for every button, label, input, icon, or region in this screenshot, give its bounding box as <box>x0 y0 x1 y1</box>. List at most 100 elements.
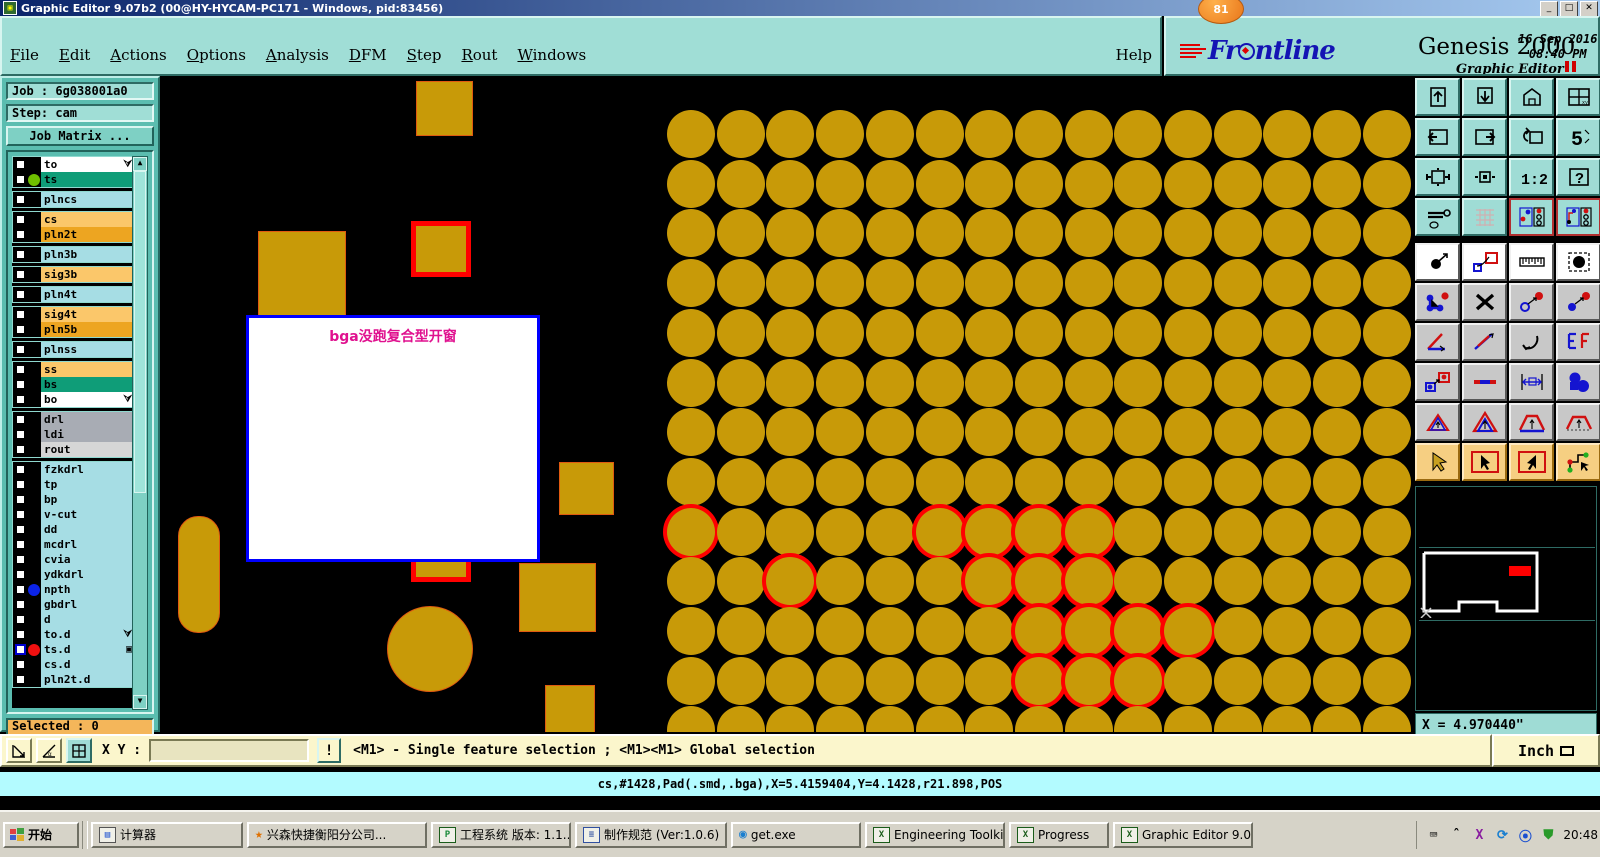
bga-pad[interactable] <box>1313 507 1362 556</box>
canvas-pad-rect[interactable] <box>559 462 614 515</box>
layer-row-cvia[interactable]: cvia <box>13 552 135 567</box>
layer-row-ts.d[interactable]: ts.d ▣ <box>13 642 135 657</box>
bga-pad[interactable] <box>915 607 964 655</box>
bga-pad[interactable] <box>1014 159 1063 208</box>
bga-pad[interactable] <box>1313 408 1362 457</box>
bga-pad[interactable] <box>1263 607 1312 655</box>
board-preview[interactable] <box>1415 486 1597 711</box>
bga-pad[interactable] <box>915 706 964 732</box>
layer-scrollbar[interactable]: ▲ ▼ <box>132 156 148 710</box>
bga-pad[interactable] <box>1064 557 1113 606</box>
layer-name-fzkdrl[interactable]: fzkdrl <box>41 462 135 477</box>
bga-pad[interactable] <box>965 159 1014 208</box>
bluetooth-icon[interactable]: ⦿ <box>1518 829 1532 845</box>
layer-name-rout[interactable]: rout <box>41 442 135 457</box>
bga-pad[interactable] <box>766 507 815 556</box>
bga-pad[interactable] <box>1164 358 1212 407</box>
layer-row-ldi[interactable]: ldi <box>13 427 135 442</box>
bga-pad[interactable] <box>965 259 1014 308</box>
bga-pad[interactable] <box>816 259 865 308</box>
bga-pad[interactable] <box>667 706 715 732</box>
layer-checkbox-cvia[interactable] <box>15 554 26 565</box>
layer-checkbox-ts[interactable] <box>15 174 26 185</box>
notification-badge[interactable]: 81 <box>1198 0 1244 24</box>
tool-button-cursor-box[interactable] <box>1509 443 1554 481</box>
tool-button-arc-top[interactable] <box>1509 403 1554 441</box>
bga-pad[interactable] <box>1064 159 1113 208</box>
bga-pad[interactable] <box>1114 358 1163 407</box>
caret-icon[interactable]: ˆ <box>1452 827 1461 843</box>
tool-button-rotate[interactable] <box>1509 323 1554 361</box>
bga-pad[interactable] <box>766 408 815 457</box>
sync-icon[interactable]: ⟳ <box>1496 827 1508 843</box>
bga-pad[interactable] <box>1064 706 1113 732</box>
layer-row-rout[interactable]: rout <box>13 442 135 457</box>
bga-pad[interactable] <box>766 557 815 606</box>
tool-button-grid[interactable] <box>1462 198 1507 236</box>
bga-pad[interactable] <box>1263 308 1312 357</box>
bga-pad[interactable] <box>816 110 865 158</box>
layer-checkbox-ts.d[interactable] <box>15 644 26 655</box>
layer-checkbox-d[interactable] <box>15 614 26 625</box>
bga-pad[interactable] <box>716 607 765 655</box>
bga-pad[interactable] <box>716 408 765 457</box>
bga-pad[interactable] <box>915 457 964 506</box>
tool-button-zoom-in[interactable] <box>1462 158 1507 196</box>
bga-pad[interactable] <box>1313 358 1362 407</box>
bga-pad[interactable] <box>865 259 914 308</box>
bga-pad[interactable] <box>1114 259 1163 308</box>
taskbar-task[interactable]: ≡ 制作规范 (Ver:1.0.6) <box>575 821 727 848</box>
bga-pad[interactable] <box>1064 259 1113 308</box>
menu-item-file[interactable]: File <box>10 46 39 64</box>
bga-pad[interactable] <box>1263 110 1312 158</box>
tool-button-resize-pad[interactable] <box>1415 363 1460 401</box>
layer-checkbox-dd[interactable] <box>15 524 26 535</box>
scroll-thumb[interactable] <box>134 171 146 493</box>
bga-pad[interactable] <box>1263 706 1312 732</box>
bga-pad[interactable] <box>1213 259 1262 308</box>
menu-item-help[interactable]: Help <box>1115 46 1152 64</box>
unit-selector[interactable]: Inch <box>1492 734 1600 767</box>
layer-checkbox-plnss[interactable] <box>15 344 26 355</box>
bga-pad[interactable] <box>1362 457 1411 506</box>
bga-pad[interactable] <box>1362 706 1411 732</box>
layer-checkbox-fzkdrl[interactable] <box>15 464 26 475</box>
bga-pad[interactable] <box>816 557 865 606</box>
bga-pad[interactable] <box>766 110 815 158</box>
layer-row-dd[interactable]: dd <box>13 522 135 537</box>
layer-row-to[interactable]: to ⮛ <box>13 157 135 172</box>
bga-pad[interactable] <box>1164 308 1212 357</box>
bga-pad[interactable] <box>865 656 914 705</box>
bga-pad[interactable] <box>1114 457 1163 506</box>
bga-pad[interactable] <box>1014 656 1063 705</box>
bga-pad[interactable] <box>1313 457 1362 506</box>
taskbar-task[interactable]: X Engineering Toolkit 9.0... <box>865 821 1005 848</box>
bga-pad[interactable] <box>1014 259 1063 308</box>
layer-row-mcdrl[interactable]: mcdrl <box>13 537 135 552</box>
canvas-pad-rect[interactable] <box>545 685 595 732</box>
layer-checkbox-pln3b[interactable] <box>15 249 26 260</box>
tool-button-select-window[interactable] <box>1462 243 1507 281</box>
bga-pad[interactable] <box>1263 209 1312 258</box>
bga-pad[interactable] <box>1362 110 1411 158</box>
layer-name-tp[interactable]: tp <box>41 477 135 492</box>
bga-pad[interactable] <box>1114 607 1163 655</box>
bga-pad[interactable] <box>1263 408 1312 457</box>
layer-name-cs.d[interactable]: cs.d <box>41 657 135 672</box>
bga-pad[interactable] <box>716 656 765 705</box>
bga-pad[interactable] <box>1164 259 1212 308</box>
layer-name-cs[interactable]: cs <box>41 212 135 227</box>
bga-pad[interactable] <box>915 408 964 457</box>
bga-pad[interactable] <box>1114 159 1163 208</box>
job-matrix-button[interactable]: Job Matrix ... <box>6 126 154 146</box>
bga-pad[interactable] <box>1064 209 1113 258</box>
tool-button-delete-feature[interactable] <box>1462 283 1507 321</box>
layer-checkbox-npth[interactable] <box>15 584 26 595</box>
bga-pad[interactable] <box>667 607 715 655</box>
bga-pad[interactable] <box>1014 607 1063 655</box>
layer-checkbox-to[interactable] <box>15 159 26 170</box>
bga-pad[interactable] <box>965 706 1014 732</box>
bga-pad[interactable] <box>716 457 765 506</box>
layer-checkbox-cs.d[interactable] <box>15 659 26 670</box>
layer-row-v-cut[interactable]: v-cut <box>13 507 135 522</box>
